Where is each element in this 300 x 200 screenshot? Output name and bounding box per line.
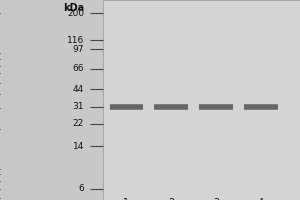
Text: 3: 3 <box>213 198 219 200</box>
Text: 97: 97 <box>73 45 84 54</box>
Text: 22: 22 <box>73 119 84 128</box>
Text: 66: 66 <box>73 64 84 73</box>
Text: 200: 200 <box>67 9 84 18</box>
Text: 31: 31 <box>73 102 84 111</box>
Bar <box>103 0 300 200</box>
Text: kDa: kDa <box>63 3 84 13</box>
Text: 44: 44 <box>73 85 84 94</box>
Text: 4: 4 <box>258 198 264 200</box>
Text: 6: 6 <box>78 184 84 193</box>
Text: 14: 14 <box>73 142 84 151</box>
Text: 2: 2 <box>168 198 174 200</box>
Text: 116: 116 <box>67 36 84 45</box>
Text: 1: 1 <box>123 198 129 200</box>
